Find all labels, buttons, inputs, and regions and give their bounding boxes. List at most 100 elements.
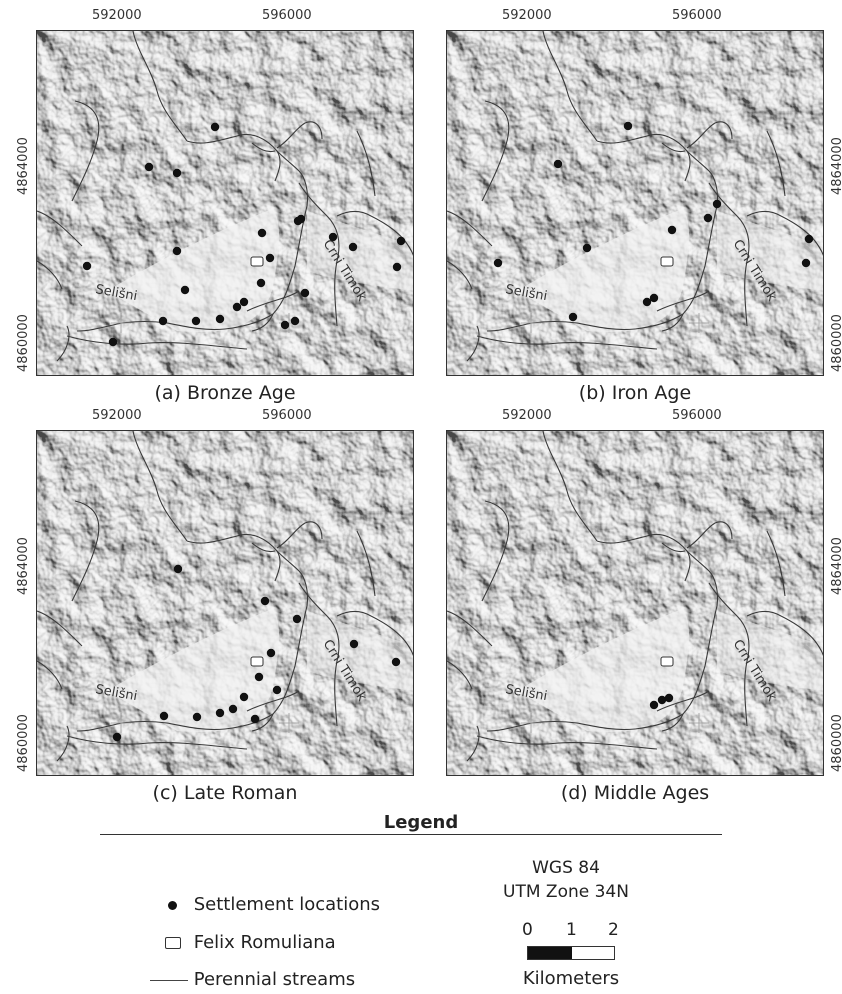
felix-romuliana-marker [250, 256, 264, 267]
settlement-point [158, 316, 168, 326]
y-tick: 4864000 [830, 137, 842, 195]
valley-floor-east [307, 211, 413, 291]
settlement-point [582, 243, 592, 253]
settlement-point [667, 225, 677, 235]
settlement-layer [82, 122, 406, 347]
settlement-point [173, 564, 183, 574]
settlement-point [82, 261, 92, 271]
legend-label: Felix Romuliana [193, 932, 336, 953]
settlement-point [642, 297, 652, 307]
settlement-point [272, 685, 282, 695]
settlement-layer [112, 564, 401, 742]
projection-zone: UTM Zone 34N [503, 882, 629, 902]
settlement-point [328, 232, 338, 242]
grid-crosses [111, 141, 299, 333]
panel-caption: (b) Iron Age [578, 382, 692, 404]
valley-floor-east [717, 211, 823, 291]
settlement-layer [649, 693, 674, 710]
settlement-point [801, 258, 811, 268]
settlement-point [144, 162, 154, 172]
settlement-point [265, 253, 275, 263]
settlement-point [250, 714, 260, 724]
legend-label: Settlement locations [193, 894, 381, 915]
y-tick: 4864000 [16, 537, 31, 595]
perennial-streams [37, 31, 413, 362]
scale-tick: 0 [522, 920, 533, 940]
perennial-streams [37, 431, 413, 762]
legend-title: Legend [383, 812, 459, 833]
felix-romuliana-marker [250, 656, 264, 667]
settlement-point [257, 228, 267, 238]
perennial-streams [447, 31, 823, 362]
legend-item-settlements: Settlement locations [148, 894, 380, 915]
settlement-point [392, 262, 402, 272]
valley-floor [107, 210, 279, 332]
settlement-point [159, 711, 169, 721]
x-tick: 592000 [502, 408, 552, 423]
y-tick: 4860000 [830, 714, 842, 772]
map-canvas: Selišni Crni Timok [447, 431, 823, 775]
settlement-point [254, 672, 264, 682]
felix-romuliana-marker [660, 256, 674, 267]
settlement-point [210, 122, 220, 132]
settlement-point [256, 278, 266, 288]
settlement-point [300, 288, 310, 298]
x-tick: 596000 [262, 408, 312, 423]
settlement-point [192, 712, 202, 722]
settlement-point [266, 648, 276, 658]
settlement-point [349, 639, 359, 649]
settlement-layer [493, 121, 814, 322]
settlement-point [664, 693, 674, 703]
stream-label-selisni: Selišni [94, 682, 138, 704]
scale-unit: Kilometers [522, 968, 620, 989]
legend-item-site: Felix Romuliana [148, 932, 336, 953]
settlement-point [290, 316, 300, 326]
panel-caption: (a) Bronze Age [154, 382, 296, 404]
settlement-point [172, 246, 182, 256]
x-tick: 592000 [92, 8, 142, 23]
panel-caption: (d) Middle Ages [560, 782, 710, 804]
settlement-point [568, 312, 578, 322]
settlement-point [108, 337, 118, 347]
map-frame: Selišni Crni Timok [446, 30, 824, 376]
map-frame: Selišni Crni Timok [36, 430, 414, 776]
stream-line-icon [148, 971, 188, 989]
settlement-point [239, 692, 249, 702]
settlement-point [239, 297, 249, 307]
map-frame: Selišni Crni Timok [446, 430, 824, 776]
scale-tick: 2 [608, 920, 619, 940]
settlement-point [553, 159, 563, 169]
settlement-point [260, 596, 270, 606]
perennial-streams [447, 431, 823, 762]
x-tick: 592000 [502, 8, 552, 23]
valley-floor [107, 610, 279, 732]
y-tick: 4864000 [830, 537, 842, 595]
settlement-point [292, 614, 302, 624]
settlement-point [112, 732, 122, 742]
settlement-point [649, 293, 659, 303]
x-tick: 596000 [672, 408, 722, 423]
settlement-point [396, 236, 406, 246]
valley-floor-east [307, 611, 413, 691]
settlement-point [215, 314, 225, 324]
stream-label-selisni: Selišni [504, 682, 548, 704]
scale-bar [527, 946, 615, 960]
settlement-point [649, 700, 659, 710]
settlement-point [657, 695, 667, 705]
map-canvas: Selišni Crni Timok [447, 31, 823, 375]
scale-tick: 1 [566, 920, 577, 940]
map-canvas: Selišni Crni Timok [37, 31, 413, 375]
stream-label-selisni: Selišni [94, 282, 138, 304]
settlement-point [296, 214, 306, 224]
valley-floor-east [717, 611, 823, 691]
x-tick: 592000 [92, 408, 142, 423]
settlement-dot-icon [148, 896, 188, 914]
stream-label-selisni: Selišni [504, 282, 548, 304]
y-tick: 4860000 [16, 314, 31, 372]
valley-floor [517, 610, 689, 732]
settlement-point [391, 657, 401, 667]
y-tick: 4860000 [830, 314, 842, 372]
settlement-point [180, 285, 190, 295]
settlement-point [712, 199, 722, 209]
settlement-point [232, 302, 242, 312]
